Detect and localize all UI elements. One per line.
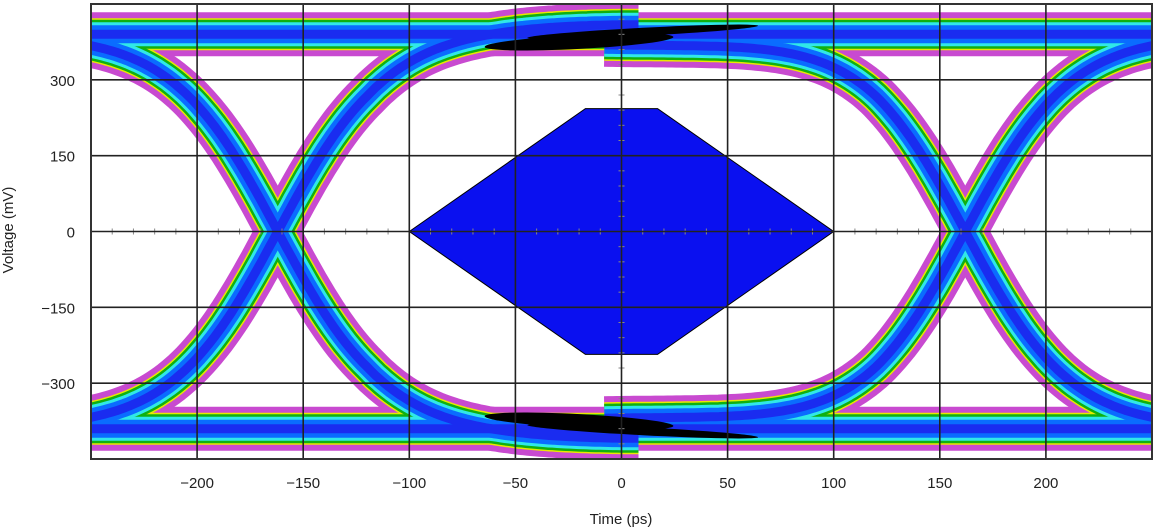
x-tick-label: 50: [719, 475, 736, 492]
x-tick-label: 150: [927, 475, 952, 492]
y-tick-label: −300: [41, 376, 75, 393]
y-tick-label: 0: [67, 225, 75, 242]
x-tick-label: 100: [821, 475, 846, 492]
density-blob: [527, 423, 759, 439]
trace-band: [604, 41, 1152, 423]
density-blob: [527, 24, 759, 40]
x-tick-label: 200: [1033, 475, 1058, 492]
plot-frame: [90, 3, 1153, 460]
y-tick-label: −150: [41, 300, 75, 317]
x-axis-label: Time (ps): [590, 511, 653, 528]
x-tick-label: −50: [503, 475, 528, 492]
y-axis-label: Voltage (mV): [0, 187, 17, 274]
x-tick-label: −100: [392, 475, 426, 492]
trace-band: [91, 20, 639, 422]
x-tick-label: −150: [286, 475, 320, 492]
gridlines: [91, 4, 1152, 459]
y-tick-label: 150: [50, 149, 75, 166]
y-tick-label: 300: [50, 73, 75, 90]
x-tick-labels: −200 −150 −100 −50 0 50 100 150 200: [180, 475, 1058, 492]
trace-band: [604, 40, 1152, 422]
y-tick-labels: 300 150 0 −150 −300: [41, 73, 75, 393]
x-tick-label: −200: [180, 475, 214, 492]
x-tick-label: 0: [617, 475, 625, 492]
trace-band: [91, 41, 639, 443]
high-density-blobs: [484, 24, 759, 439]
density-blob: [484, 33, 674, 51]
density-blob: [484, 412, 674, 430]
